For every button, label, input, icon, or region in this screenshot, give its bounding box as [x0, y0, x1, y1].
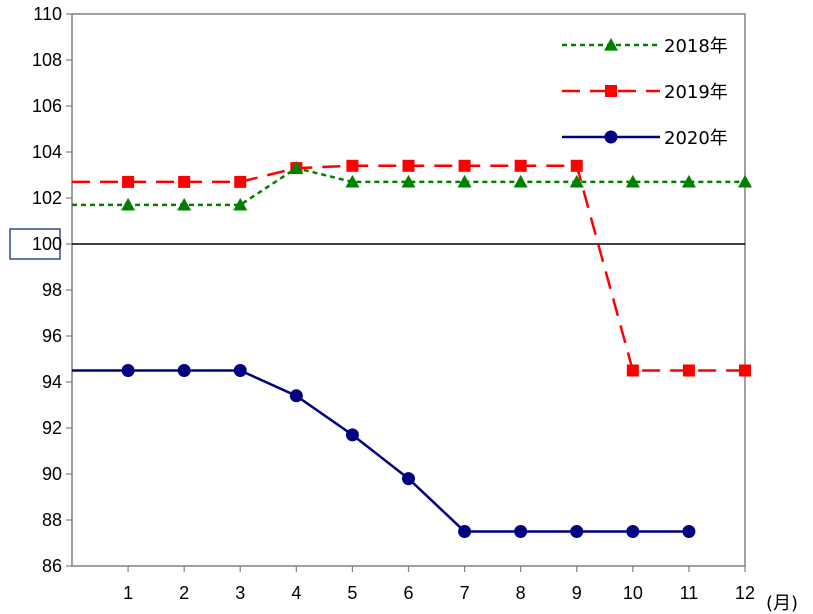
data-point — [346, 159, 359, 172]
legend-marker — [605, 85, 617, 97]
data-point — [738, 174, 752, 188]
legend-entry: 2019年 — [562, 82, 728, 103]
x-axis: 1 2 3 4 5 6 7 8 9 10 11 12 — [123, 566, 755, 603]
data-point — [122, 175, 135, 188]
series-triangle — [72, 161, 752, 211]
data-point — [234, 175, 247, 188]
data-point — [569, 174, 584, 188]
x-tick-label: 12 — [735, 583, 755, 603]
y-tick-label: 102 — [32, 188, 62, 208]
data-point — [402, 472, 415, 486]
y-tick-label: 90 — [42, 464, 62, 484]
x-tick-label: 6 — [403, 583, 413, 603]
legend-marker — [604, 130, 618, 144]
data-point — [739, 364, 751, 377]
data-point — [402, 159, 415, 172]
data-point — [682, 364, 695, 377]
data-point — [345, 174, 360, 188]
x-axis-unit-label: (月) — [766, 593, 798, 614]
data-point — [514, 159, 527, 172]
y-tick-label: 88 — [42, 510, 62, 530]
legend-label: 2020年 — [664, 128, 728, 149]
y-tick-label: 96 — [42, 326, 62, 346]
data-point — [178, 175, 191, 188]
legend-entry: 2020年 — [562, 128, 728, 149]
data-point — [289, 389, 303, 403]
y-tick-label: 100 — [32, 234, 62, 254]
data-point — [177, 364, 191, 377]
y-tick-label: 92 — [42, 418, 62, 438]
x-tick-label: 10 — [623, 583, 643, 603]
x-tick-label: 5 — [347, 583, 357, 603]
data-point — [682, 525, 696, 538]
data-point — [626, 364, 639, 377]
baseline-label-box — [9, 228, 61, 260]
series-square — [72, 159, 751, 377]
data-point — [681, 174, 696, 188]
y-axis: 86 88 90 92 94 96 98 100 102 104 106 108 110 — [32, 4, 72, 576]
legend: 2018年 2019年 2020年 — [562, 36, 728, 149]
y-tick-label: 86 — [42, 556, 62, 576]
data-point — [626, 525, 640, 538]
series-circle — [72, 364, 696, 538]
legend-marker — [604, 38, 618, 51]
y-tick-label: 106 — [32, 96, 62, 116]
y-tick-label: 104 — [32, 142, 62, 162]
x-tick-label: 1 — [123, 583, 133, 603]
data-point — [121, 364, 135, 377]
data-point — [401, 174, 416, 188]
legend-entry: 2018年 — [562, 36, 728, 57]
data-point — [457, 174, 472, 188]
data-point — [458, 159, 471, 172]
data-point — [345, 428, 359, 442]
data-point — [570, 159, 583, 172]
y-tick-label: 98 — [42, 280, 62, 300]
data-point — [513, 174, 528, 188]
x-tick-label: 2 — [179, 583, 189, 603]
data-point — [570, 525, 584, 538]
x-tick-label: 3 — [235, 583, 245, 603]
data-point — [289, 161, 304, 174]
x-tick-label: 9 — [572, 583, 582, 603]
data-point — [233, 364, 247, 377]
data-point — [458, 525, 472, 538]
data-point — [514, 525, 528, 538]
data-point — [177, 197, 192, 211]
data-point — [625, 174, 640, 188]
y-tick-label: 94 — [42, 372, 62, 392]
data-point — [121, 197, 136, 211]
y-tick-label: 110 — [33, 4, 62, 24]
legend-label: 2018年 — [664, 36, 728, 57]
series-line — [72, 369, 689, 533]
x-tick-label: 8 — [516, 583, 526, 603]
x-tick-label: 7 — [460, 583, 470, 603]
series-layer — [72, 159, 752, 538]
legend-label: 2019年 — [664, 82, 728, 103]
y-tick-label: 108 — [32, 50, 62, 70]
x-tick-label: 4 — [291, 583, 301, 603]
x-tick-label: 11 — [680, 583, 699, 603]
data-point — [233, 197, 248, 211]
